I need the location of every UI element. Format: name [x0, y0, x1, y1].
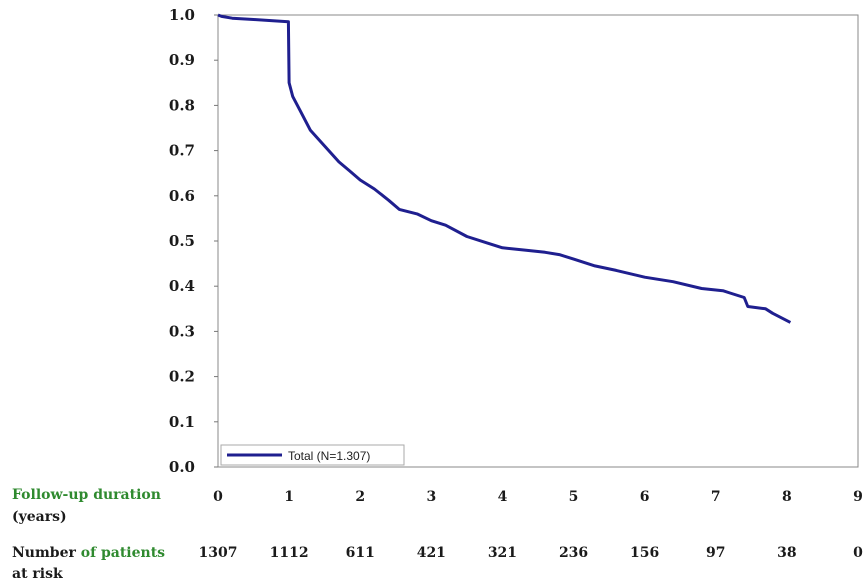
x-tick-label: 8 [782, 489, 792, 505]
legend: Total (N=1.307) [220, 444, 405, 466]
risk-value: 236 [559, 545, 588, 561]
risk-value: 1307 [199, 545, 238, 561]
x-tick-label: 1 [284, 489, 294, 505]
legend-label: Total (N=1.307) [288, 449, 370, 463]
risk-title-line2: at risk [12, 566, 63, 582]
risk-value: 1112 [270, 545, 309, 561]
x-tick-label: 7 [711, 489, 721, 505]
x-tick-label: 4 [498, 489, 508, 505]
x-tick-label: 6 [640, 489, 650, 505]
risk-title-patients: of patients [76, 545, 165, 561]
risk-table-title: Number of patients at risk [12, 545, 165, 582]
y-tick-label: 0.0 [169, 458, 195, 476]
x-axis-title-line2: (years) [12, 509, 67, 525]
y-tick-label: 0.5 [169, 232, 195, 250]
x-axis-title-line1: Follow-up duration [12, 487, 161, 503]
risk-value: 97 [706, 545, 725, 561]
x-axis-ticks: 0 1 2 3 4 5 6 7 8 9 [213, 489, 863, 505]
plot-frame [217, 14, 859, 468]
risk-value: 38 [777, 545, 796, 561]
x-tick-label: 3 [426, 489, 436, 505]
risk-table-row: 1307 1112 611 421 321 236 156 97 38 0 [199, 545, 864, 561]
risk-value: 156 [630, 545, 659, 561]
x-tick-label: 0 [213, 489, 223, 505]
y-tick-label: 0.3 [169, 322, 195, 340]
risk-value: 0 [853, 545, 863, 561]
y-tick-label: 0.6 [169, 187, 195, 205]
y-tick-label: 0.8 [169, 96, 195, 114]
y-axis-ticks: 0.0 0.1 0.2 0.3 0.4 0.5 0.6 0.7 0.8 0.9 1.0 [169, 6, 218, 476]
x-tick-label: 2 [355, 489, 365, 505]
y-tick-label: 1.0 [169, 6, 195, 24]
y-tick-label: 0.7 [169, 142, 195, 160]
y-tick-label: 0.4 [169, 277, 195, 295]
y-tick-label: 0.9 [169, 51, 195, 69]
y-tick-label: 0.1 [169, 413, 195, 431]
legend-box [220, 444, 405, 466]
x-axis-title: Follow-up duration (years) [12, 487, 161, 525]
risk-title-number: Number [12, 545, 76, 561]
survival-curve-total [217, 13, 792, 324]
x-tick-label: 5 [569, 489, 579, 505]
y-tick-label: 0.2 [169, 368, 195, 386]
risk-title-line1: Number of patients [12, 545, 165, 561]
risk-value: 321 [488, 545, 517, 561]
risk-value: 421 [417, 545, 446, 561]
risk-value: 611 [346, 545, 375, 561]
x-tick-label: 9 [853, 489, 863, 505]
